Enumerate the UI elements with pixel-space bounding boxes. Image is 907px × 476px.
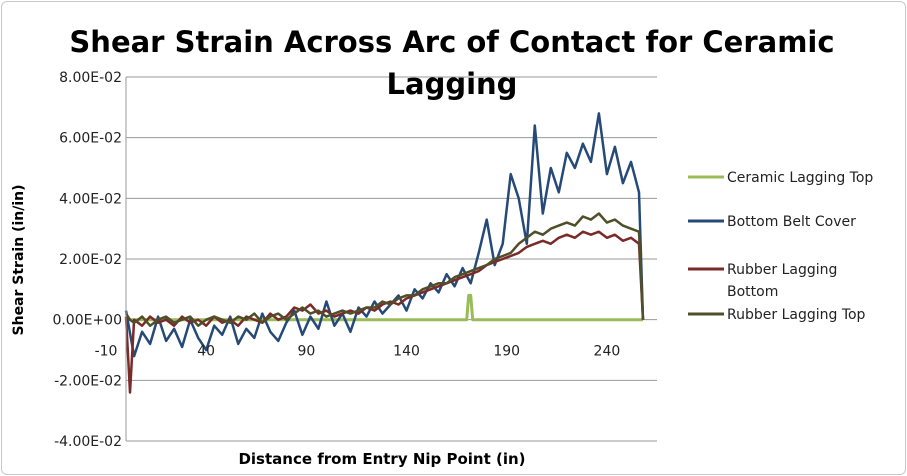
x-tick-label: 40	[197, 344, 215, 360]
legend-label: Bottom Belt Cover	[727, 214, 856, 230]
x-tick-label: 240	[594, 344, 621, 360]
y-axis-label: Shear Strain (in/in)	[11, 185, 27, 336]
y-tick-label: 0.00E+00	[52, 313, 122, 329]
x-tick-label: 190	[493, 344, 520, 360]
chart-title-line-1: Shear Strain Across Arc of Contact for C…	[69, 25, 834, 59]
x-tick-label: -10	[95, 344, 118, 360]
legend-label: Bottom	[727, 284, 778, 300]
x-tick-label: 140	[393, 344, 420, 360]
y-tick-label: 6.00E-02	[59, 131, 122, 147]
series-line-rubber-lagging-top	[124, 212, 645, 327]
x-tick-label: 90	[297, 344, 315, 360]
y-tick-label: 2.00E-02	[59, 252, 122, 268]
legend-label: Ceramic Lagging Top	[727, 170, 873, 186]
y-tick-label: -4.00E-02	[54, 434, 122, 450]
x-axis-label: Distance from Entry Nip Point (in)	[238, 450, 525, 468]
chart-title-line-2: Lagging	[387, 67, 518, 101]
legend-label: Rubber Lagging Top	[727, 307, 866, 323]
legend-label: Rubber Lagging	[727, 262, 837, 278]
series-line-ceramic-lagging-top	[126, 293, 643, 322]
series-line-bottom-belt-cover	[124, 112, 645, 358]
y-tick-label: -2.00E-02	[54, 373, 122, 389]
series-line-rubber-lagging-bottom	[124, 230, 645, 394]
y-tick-label: 8.00E-02	[59, 70, 122, 86]
y-tick-label: 4.00E-02	[59, 191, 122, 207]
